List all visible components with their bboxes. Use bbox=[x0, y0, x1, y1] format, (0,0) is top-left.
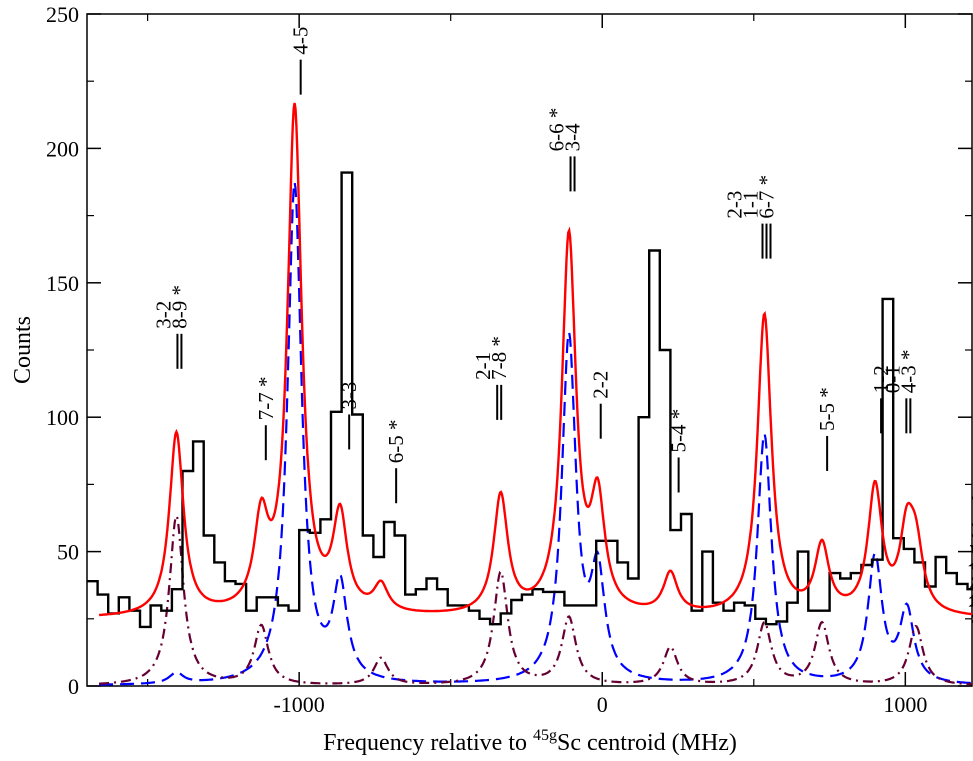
peak-annotation: 5-5 * bbox=[815, 387, 839, 471]
x-tick-label: 1000 bbox=[883, 692, 927, 717]
peak-label-line: 1-2 bbox=[869, 365, 893, 393]
peak-label: 2-31-16-7 * bbox=[723, 175, 779, 219]
x-axis-title-tail: Sc centroid (MHz) bbox=[557, 730, 737, 756]
x-tick-label: 0 bbox=[597, 692, 608, 717]
peak-label: 2-17-8 * bbox=[471, 336, 511, 380]
peak-annotation: 6-5 * bbox=[384, 419, 408, 504]
peak-annotation: 0-14-3 * bbox=[880, 350, 920, 434]
y-tick-label: 50 bbox=[57, 540, 79, 565]
peak-label: 7-7 * bbox=[254, 376, 278, 420]
major-ticks bbox=[87, 13, 972, 687]
peak-label: 2-2 bbox=[589, 371, 613, 399]
peak-label-line: 1-1 bbox=[739, 191, 763, 219]
peak-label: 5-5 * bbox=[815, 387, 839, 431]
y-tick-label: 100 bbox=[46, 405, 79, 430]
minor-ticks bbox=[87, 14, 972, 686]
peak-annotations: 3-28-9 * 7-7 * 4-5 3-3 6-5 * 2-17-8 * 6-6 *3-4… bbox=[151, 27, 920, 504]
peak-label-line: 2-3 bbox=[723, 191, 747, 219]
y-tick-label: 250 bbox=[46, 2, 79, 27]
peak-label-line: 6-5 * bbox=[384, 419, 408, 463]
peak-annotation: 2-31-16-7 * bbox=[723, 175, 779, 259]
x-tick-labels: -1000 0 1000 bbox=[273, 692, 927, 717]
y-tick-label: 0 bbox=[68, 674, 79, 699]
peak-annotation: 5-4 * bbox=[667, 409, 691, 493]
peak-label: 0-14-3 * bbox=[880, 350, 920, 394]
peak-label-line: 3-3 bbox=[337, 382, 361, 410]
peak-label-line: 3-2 bbox=[151, 301, 175, 329]
peak-label: 3-28-9 * bbox=[151, 285, 191, 329]
component-curves bbox=[98, 182, 972, 686]
x-axis-title-sup: 45g bbox=[533, 727, 557, 744]
y-axis-title: Counts bbox=[10, 316, 36, 384]
peak-annotation: 6-6 *3-4 bbox=[545, 108, 585, 192]
fit-curve bbox=[98, 102, 973, 617]
plot-frame bbox=[86, 13, 973, 687]
peak-annotation: 2-17-8 * bbox=[471, 336, 511, 420]
peak-label-line: 0-1 bbox=[880, 365, 904, 393]
peak-label-line: 5-4 * bbox=[667, 409, 691, 453]
histogram-steps bbox=[87, 171, 973, 629]
peak-label-line: 4-3 * bbox=[896, 350, 920, 394]
peak-annotation: 1-2 bbox=[869, 365, 893, 434]
peak-annotation: 7-7 * bbox=[254, 376, 278, 461]
peak-label-line: 7-8 * bbox=[487, 336, 511, 380]
peak-label: 1-2 bbox=[869, 365, 893, 393]
x-axis-title-main: Frequency relative to bbox=[323, 730, 533, 756]
fit-curve-line bbox=[98, 102, 973, 617]
peak-annotation: 4-5 bbox=[289, 27, 313, 95]
y-tick-labels: 0 50 100 150 200 250 bbox=[46, 2, 79, 699]
peak-annotation: 3-28-9 * bbox=[151, 285, 191, 369]
peak-label-line: 6-6 * bbox=[545, 108, 569, 152]
peak-label: 5-4 * bbox=[667, 409, 691, 453]
peak-annotation: 2-2 bbox=[589, 371, 613, 439]
peak-label-line: 2-2 bbox=[589, 371, 613, 399]
peak-annotation: 3-3 bbox=[337, 382, 361, 450]
peak-label-line: 4-5 bbox=[289, 27, 313, 55]
peak-label: 6-6 *3-4 bbox=[545, 108, 585, 152]
peak-label-line: 7-7 * bbox=[254, 376, 278, 420]
peak-label-line: 5-5 * bbox=[815, 387, 839, 431]
peak-label-line: 3-4 bbox=[561, 123, 585, 151]
peak-label-line: 6-7 * bbox=[755, 175, 779, 219]
peak-label: 3-3 bbox=[337, 382, 361, 410]
y-tick-label: 200 bbox=[46, 136, 79, 161]
y-tick-label: 150 bbox=[46, 271, 79, 296]
histogram bbox=[87, 171, 973, 629]
component-curve-2 bbox=[98, 513, 972, 686]
component-curve-1 bbox=[99, 182, 972, 686]
peak-label: 4-5 bbox=[289, 27, 313, 55]
x-axis-title: Frequency relative to 45gSc centroid (MH… bbox=[323, 727, 737, 756]
peak-label-line: 2-1 bbox=[471, 352, 495, 380]
peak-label-line: 8-9 * bbox=[167, 285, 191, 329]
x-tick-label: -1000 bbox=[273, 692, 324, 717]
peak-label: 6-5 * bbox=[384, 419, 408, 463]
